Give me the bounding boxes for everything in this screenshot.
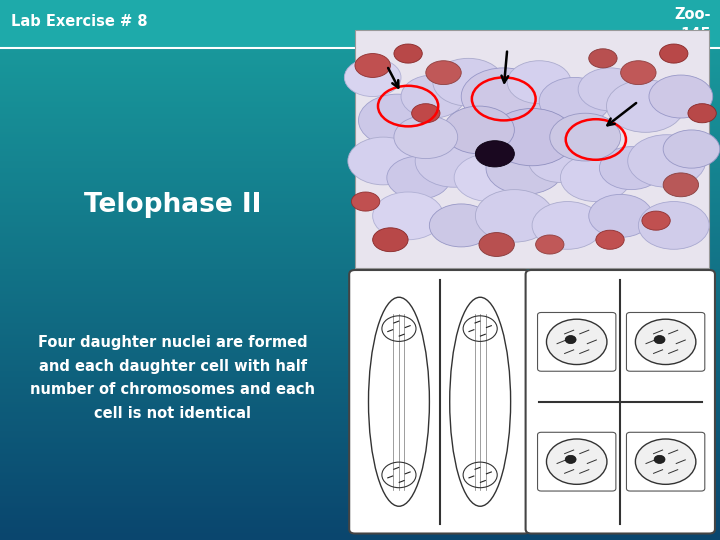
Ellipse shape: [596, 230, 624, 249]
Ellipse shape: [373, 192, 444, 240]
FancyBboxPatch shape: [538, 313, 616, 371]
Ellipse shape: [475, 190, 554, 242]
Circle shape: [565, 335, 576, 343]
Ellipse shape: [387, 156, 451, 199]
Ellipse shape: [663, 130, 720, 168]
Ellipse shape: [628, 134, 706, 187]
Ellipse shape: [589, 194, 652, 238]
Ellipse shape: [373, 228, 408, 252]
Ellipse shape: [508, 60, 571, 104]
Ellipse shape: [663, 173, 698, 197]
Ellipse shape: [433, 58, 504, 106]
Ellipse shape: [606, 80, 685, 132]
FancyBboxPatch shape: [538, 433, 616, 491]
Ellipse shape: [359, 94, 436, 147]
Ellipse shape: [490, 109, 575, 166]
Ellipse shape: [394, 116, 458, 159]
Ellipse shape: [454, 154, 525, 201]
Ellipse shape: [351, 192, 379, 211]
Ellipse shape: [649, 75, 713, 118]
FancyBboxPatch shape: [626, 433, 705, 491]
Ellipse shape: [639, 201, 709, 249]
Circle shape: [654, 335, 665, 343]
Text: Telophase II: Telophase II: [84, 192, 261, 218]
Text: Four daughter nuclei are formed
and each daughter cell with half
number of chrom: Four daughter nuclei are formed and each…: [30, 335, 315, 421]
Circle shape: [635, 439, 696, 484]
Circle shape: [635, 319, 696, 364]
Ellipse shape: [344, 58, 401, 97]
Ellipse shape: [355, 53, 390, 77]
Ellipse shape: [642, 211, 670, 230]
Ellipse shape: [528, 139, 593, 183]
Ellipse shape: [560, 154, 631, 201]
Bar: [0, 0, 720, 48]
FancyBboxPatch shape: [526, 270, 715, 534]
Ellipse shape: [688, 104, 716, 123]
Ellipse shape: [479, 233, 514, 256]
Ellipse shape: [589, 49, 617, 68]
Ellipse shape: [450, 297, 510, 507]
Ellipse shape: [462, 68, 546, 125]
FancyBboxPatch shape: [626, 313, 705, 371]
Ellipse shape: [539, 77, 610, 125]
Ellipse shape: [486, 142, 564, 194]
Circle shape: [546, 439, 607, 484]
Ellipse shape: [412, 104, 440, 123]
Ellipse shape: [536, 235, 564, 254]
Circle shape: [654, 455, 665, 463]
Circle shape: [546, 319, 607, 364]
Ellipse shape: [415, 134, 493, 187]
Text: 145: 145: [680, 26, 711, 42]
Text: Zoo-: Zoo-: [675, 7, 711, 22]
Ellipse shape: [578, 68, 642, 111]
Ellipse shape: [348, 137, 419, 185]
Ellipse shape: [394, 44, 422, 63]
Ellipse shape: [429, 204, 493, 247]
Ellipse shape: [444, 106, 514, 154]
Ellipse shape: [401, 75, 465, 118]
Ellipse shape: [599, 147, 663, 190]
FancyBboxPatch shape: [349, 270, 530, 534]
Bar: [355, 30, 709, 268]
Text: Lab Exercise # 8: Lab Exercise # 8: [11, 14, 148, 29]
Ellipse shape: [621, 60, 656, 85]
Ellipse shape: [550, 113, 621, 161]
Ellipse shape: [532, 201, 603, 249]
Circle shape: [565, 455, 576, 463]
Ellipse shape: [426, 60, 462, 85]
Ellipse shape: [369, 297, 429, 507]
Ellipse shape: [660, 44, 688, 63]
Ellipse shape: [475, 141, 514, 167]
